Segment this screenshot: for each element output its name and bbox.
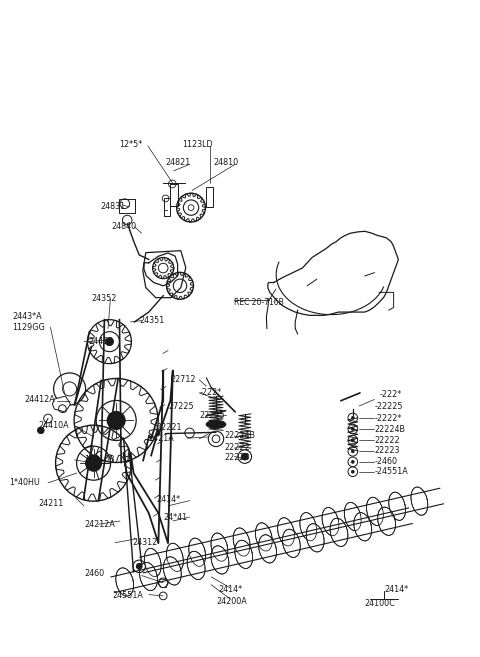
Circle shape <box>351 417 354 419</box>
Polygon shape <box>282 530 300 558</box>
Text: 24212A: 24212A <box>84 520 115 529</box>
Polygon shape <box>167 543 183 572</box>
Polygon shape <box>330 518 348 547</box>
Text: REC 20-716B: REC 20-716B <box>234 298 284 307</box>
Circle shape <box>241 453 248 460</box>
Text: 27225: 27225 <box>168 401 193 411</box>
Bar <box>170 184 179 206</box>
Polygon shape <box>143 251 186 298</box>
Text: 24810: 24810 <box>214 158 239 168</box>
Circle shape <box>351 461 354 463</box>
Polygon shape <box>163 557 181 585</box>
Text: 22221: 22221 <box>156 422 181 432</box>
Circle shape <box>107 411 125 430</box>
Circle shape <box>351 470 354 473</box>
Text: -222*: -222* <box>379 390 401 399</box>
Text: 2414*: 2414* <box>218 585 242 594</box>
Polygon shape <box>411 487 428 515</box>
Polygon shape <box>322 507 339 535</box>
Text: 22222: 22222 <box>225 443 250 452</box>
Text: 22224B: 22224B <box>374 425 406 434</box>
Polygon shape <box>189 538 205 566</box>
Text: -222*: -222* <box>199 388 221 397</box>
Polygon shape <box>52 396 71 412</box>
Text: 2460: 2460 <box>84 569 104 578</box>
Text: 1*40HU: 1*40HU <box>10 478 40 487</box>
Text: 24831: 24831 <box>101 202 126 212</box>
Text: 24312: 24312 <box>132 537 157 547</box>
Polygon shape <box>211 533 228 561</box>
Polygon shape <box>277 518 294 546</box>
Text: 2414*: 2414* <box>156 495 180 505</box>
Text: 22223: 22223 <box>225 453 250 463</box>
Polygon shape <box>187 551 205 579</box>
Bar <box>206 187 214 207</box>
Text: 24840: 24840 <box>111 222 136 231</box>
Text: 24*41: 24*41 <box>163 512 187 522</box>
Polygon shape <box>389 492 406 520</box>
Text: 12*5*: 12*5* <box>119 140 142 149</box>
Circle shape <box>351 450 354 453</box>
Polygon shape <box>144 549 161 577</box>
Text: 24352: 24352 <box>91 294 117 304</box>
Text: 24450: 24450 <box>89 337 114 346</box>
Polygon shape <box>255 523 272 551</box>
Polygon shape <box>259 535 276 563</box>
Text: 22222: 22222 <box>374 436 400 445</box>
Text: 1123LD: 1123LD <box>182 140 213 149</box>
Text: 24410A: 24410A <box>38 421 69 430</box>
Polygon shape <box>233 528 250 556</box>
Polygon shape <box>344 503 361 531</box>
Text: 24351: 24351 <box>139 316 165 325</box>
Circle shape <box>106 338 113 346</box>
Text: 24551A: 24551A <box>113 591 144 600</box>
Polygon shape <box>140 562 157 591</box>
Text: 2443*A: 2443*A <box>12 312 42 321</box>
Circle shape <box>351 439 354 442</box>
Circle shape <box>37 427 44 434</box>
Text: 12310B: 12310B <box>84 455 115 464</box>
Polygon shape <box>306 524 324 552</box>
Text: 22224B: 22224B <box>225 431 256 440</box>
Text: 24100C: 24100C <box>365 599 396 608</box>
Text: 1129GG: 1129GG <box>12 323 45 332</box>
Polygon shape <box>211 546 229 574</box>
Bar <box>164 198 170 216</box>
Bar <box>119 199 135 213</box>
Text: 22712: 22712 <box>170 375 196 384</box>
Circle shape <box>85 455 102 471</box>
Circle shape <box>136 564 142 569</box>
Text: 2421A: 2421A <box>149 434 175 443</box>
Polygon shape <box>116 568 133 596</box>
Text: 22223: 22223 <box>374 446 400 455</box>
Text: -2460: -2460 <box>374 457 397 466</box>
Text: -22225: -22225 <box>374 401 403 411</box>
Ellipse shape <box>206 420 226 428</box>
Polygon shape <box>235 540 252 568</box>
Text: -24551A: -24551A <box>374 467 408 476</box>
Polygon shape <box>300 512 317 541</box>
Polygon shape <box>367 497 384 526</box>
Text: 24412A: 24412A <box>24 395 55 404</box>
Circle shape <box>351 428 354 430</box>
Polygon shape <box>354 512 372 541</box>
Polygon shape <box>378 507 396 535</box>
Text: 24821: 24821 <box>166 158 191 168</box>
Text: 2414*: 2414* <box>384 585 408 594</box>
Text: 24211: 24211 <box>38 499 64 508</box>
Text: -2222*: -2222* <box>374 414 402 423</box>
Text: 24200A: 24200A <box>216 597 247 606</box>
Text: 22225: 22225 <box>199 411 225 420</box>
